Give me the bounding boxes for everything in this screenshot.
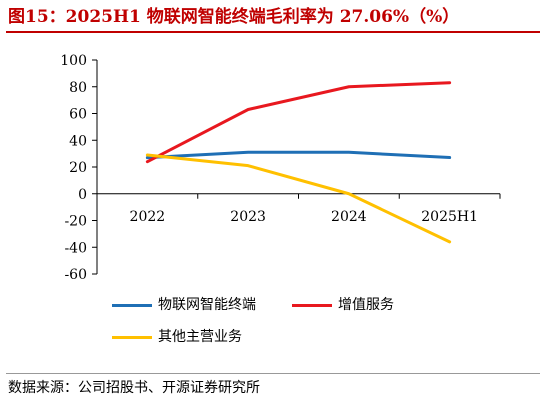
x-axis: 2022 2023 2024 2025H1 <box>96 193 501 225</box>
y-tick-label: 20 <box>69 160 87 176</box>
series-line-iot-terminal <box>145 150 452 160</box>
x-tick-label: 2022 <box>130 209 166 225</box>
legend-swatch-value-added-service <box>292 303 332 307</box>
x-tick-label: 2024 <box>331 209 367 225</box>
y-tick-label: 0 <box>78 187 87 203</box>
chart-title: 图15：2025H1 物联网智能终端毛利率为 27.06%（%） <box>8 7 460 27</box>
legend-item-value-added-service: 增值服务 <box>292 294 394 316</box>
chart-legend: 物联网智能终端 增值服务 其他主营业务 <box>112 294 492 360</box>
y-tick-label: -40 <box>64 240 87 256</box>
legend-swatch-other-business <box>112 335 152 339</box>
series-lines <box>145 81 452 244</box>
y-tick-label: 100 <box>60 53 87 69</box>
x-tick-label: 2023 <box>230 209 266 225</box>
y-tick-label: -20 <box>64 214 87 230</box>
y-tick-label: 60 <box>69 107 87 123</box>
title-divider <box>6 31 540 33</box>
data-source: 数据来源：公司招股书、开源证券研究所 <box>8 380 260 396</box>
series-line-other-business <box>145 153 452 244</box>
line-chart: -60 -40 -20 0 20 40 60 80 100 2022 2023 2024 2025H1 <box>60 53 501 283</box>
x-tick-label: 2025H1 <box>421 209 478 225</box>
legend-item-other-business: 其他主营业务 <box>112 326 242 348</box>
legend-swatch-iot-terminal <box>112 303 152 307</box>
legend-label-value-added-service: 增值服务 <box>338 297 394 313</box>
y-tick-label: 40 <box>69 133 87 149</box>
series-line-value-added-service <box>145 81 452 164</box>
source-divider <box>6 373 540 374</box>
y-axis: -60 -40 -20 0 20 40 60 80 100 <box>60 53 98 283</box>
legend-item-iot-terminal: 物联网智能终端 <box>112 294 256 316</box>
legend-label-iot-terminal: 物联网智能终端 <box>158 297 256 313</box>
legend-label-other-business: 其他主营业务 <box>158 329 242 345</box>
y-tick-label: 80 <box>69 80 87 96</box>
y-tick-label: -60 <box>64 267 87 283</box>
